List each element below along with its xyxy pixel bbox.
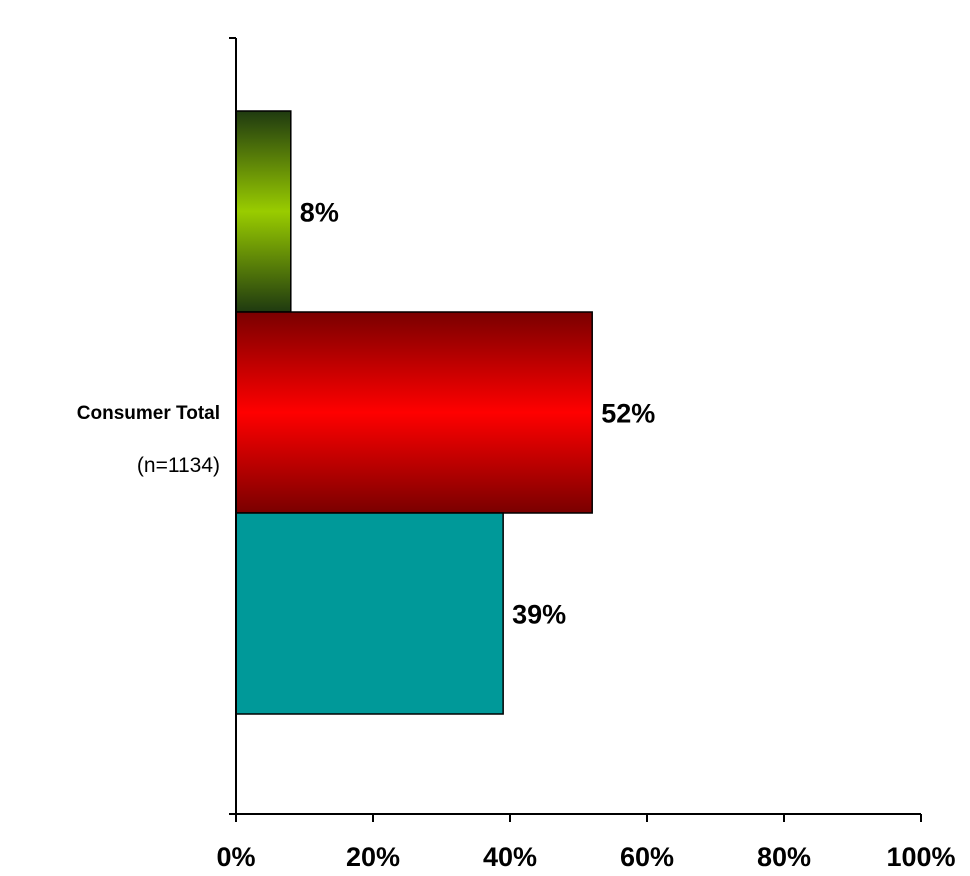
bar-series-2 <box>235 311 593 514</box>
data-labels-group: 8% 52% 39% <box>300 198 655 630</box>
data-label-series-2: 52% <box>601 399 655 429</box>
x-tick-label: 100% <box>886 842 955 872</box>
data-label-series-1: 8% <box>300 198 339 228</box>
x-tick-label: 80% <box>757 842 811 872</box>
bars-group <box>235 110 593 715</box>
axes-group <box>229 37 921 815</box>
x-tick-label: 60% <box>620 842 674 872</box>
category-label: Consumer Total <box>77 403 220 424</box>
category-sublabel: (n=1134) <box>137 454 220 477</box>
category-labels-group: Consumer Total (n=1134) <box>77 403 220 477</box>
data-label-series-3: 39% <box>512 600 566 630</box>
bar-series-3 <box>235 512 504 715</box>
x-tick-label: 20% <box>346 842 400 872</box>
x-tick-label: 40% <box>483 842 537 872</box>
bar-series-1 <box>235 110 292 313</box>
x-ticks-group: 0% 20% 40% 60% 80% 100% <box>216 814 956 872</box>
x-tick-label: 0% <box>216 842 255 872</box>
